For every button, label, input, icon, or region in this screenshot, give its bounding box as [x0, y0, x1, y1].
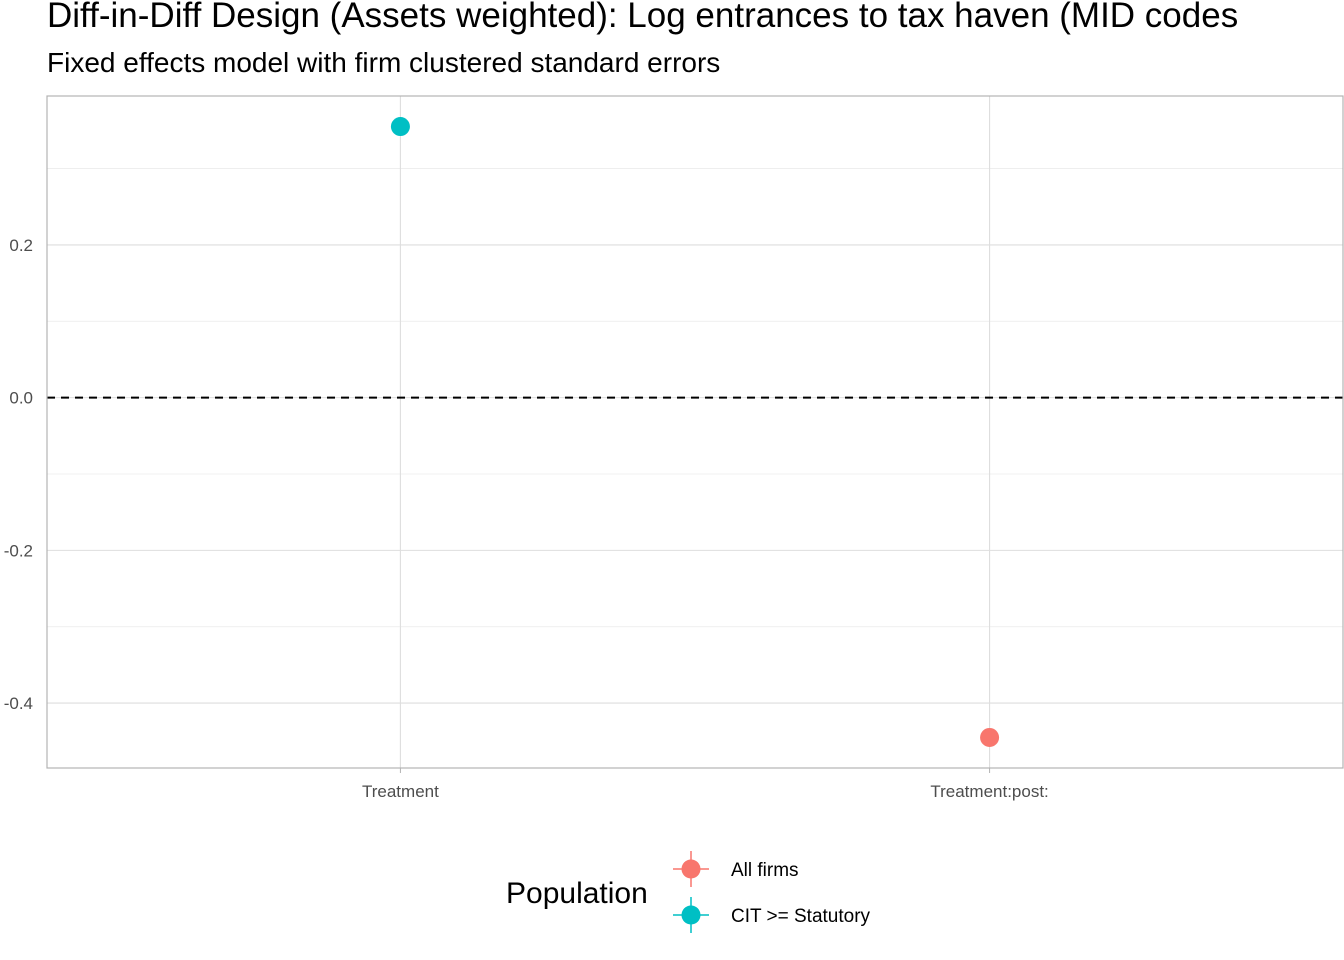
legend-label: CIT >= Statutory — [731, 906, 871, 927]
legend-key — [673, 897, 709, 933]
data-point — [980, 727, 1000, 747]
chart-subtitle: Fixed effects model with firm clustered … — [47, 47, 721, 78]
y-tick-label: 0.0 — [9, 389, 33, 408]
legend-title: Population — [506, 877, 648, 910]
legend-key — [673, 851, 709, 887]
plot-panel-border — [46, 95, 1344, 769]
x-tick-label: Treatment:post: — [930, 782, 1048, 801]
minor-gridlines — [47, 168, 1343, 628]
legend-label: All firms — [731, 860, 799, 881]
x-axis-ticks: Treatment Treatment:post: — [362, 768, 1049, 801]
chart-title: Diff-in-Diff Design (Assets weighted): L… — [47, 0, 1239, 35]
major-gridlines — [47, 96, 1343, 768]
y-tick-label: 0.2 — [9, 236, 33, 255]
x-tick-label: Treatment — [362, 782, 439, 801]
y-axis-ticks: -0.4 -0.2 0.0 0.2 — [4, 236, 33, 713]
data-point — [390, 117, 410, 137]
legend: Population All firms CIT >= Statutory — [506, 851, 871, 933]
y-tick-label: -0.4 — [4, 694, 33, 713]
data-points — [390, 117, 1000, 747]
y-tick-label: -0.2 — [4, 541, 33, 560]
